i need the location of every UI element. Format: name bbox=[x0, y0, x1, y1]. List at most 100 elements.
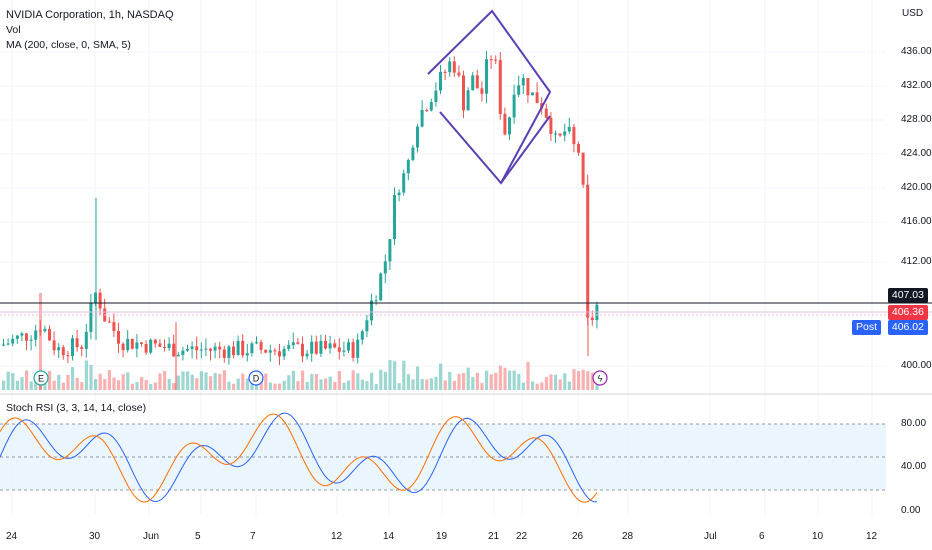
volume-bar bbox=[434, 376, 438, 390]
last-price-tag: 407.03 bbox=[887, 288, 928, 303]
split-marker-label: ϟ bbox=[598, 374, 603, 384]
candle-body bbox=[140, 342, 143, 344]
volume-bar bbox=[360, 379, 364, 390]
volume-bar bbox=[140, 377, 144, 390]
candle-body bbox=[457, 72, 461, 76]
volume-bar bbox=[34, 380, 38, 390]
candle-body bbox=[172, 343, 176, 357]
rsi-tick-label: 0.00 bbox=[901, 505, 921, 516]
candle-body bbox=[6, 343, 10, 345]
price-tick-label: 400.00 bbox=[901, 360, 932, 371]
volume-bar bbox=[314, 374, 318, 390]
candle-body bbox=[199, 349, 203, 351]
candle-body bbox=[291, 342, 295, 346]
ma-legend[interactable]: MA (200, close, 0, SMA, 5) bbox=[6, 39, 131, 51]
time-tick-label: 7 bbox=[250, 531, 256, 542]
dividend-marker[interactable] bbox=[248, 370, 264, 386]
candle-body bbox=[572, 126, 576, 145]
candle-body bbox=[287, 345, 291, 349]
volume-bar bbox=[462, 373, 466, 390]
candle-body bbox=[531, 92, 534, 96]
candle-body bbox=[301, 343, 304, 357]
candle-body bbox=[388, 239, 392, 262]
candle-body bbox=[71, 338, 74, 357]
volume-bar bbox=[282, 380, 286, 390]
candle-body bbox=[250, 343, 254, 354]
volume-bar bbox=[512, 370, 516, 390]
candle-body bbox=[245, 353, 249, 356]
volume-bar bbox=[287, 375, 291, 390]
volume-bar bbox=[296, 381, 300, 390]
candle-body bbox=[365, 320, 369, 332]
volume-bar bbox=[540, 382, 544, 390]
candle-body bbox=[328, 343, 332, 349]
candle-body bbox=[130, 338, 134, 349]
candle-body bbox=[475, 75, 479, 89]
candle-body bbox=[264, 349, 268, 353]
candle-body bbox=[89, 302, 93, 332]
volume-bar bbox=[172, 383, 176, 390]
time-tick-label: 30 bbox=[89, 531, 101, 542]
candle-body bbox=[135, 342, 139, 349]
time-tick-label: 6 bbox=[759, 531, 765, 542]
volume-bar bbox=[489, 374, 493, 390]
volume-bar bbox=[429, 378, 433, 390]
volume-bar bbox=[291, 370, 295, 390]
candle-body bbox=[259, 342, 263, 350]
candle-body bbox=[213, 346, 217, 351]
candle-body bbox=[117, 331, 120, 344]
candle-body bbox=[544, 108, 548, 118]
candle-body bbox=[25, 333, 28, 341]
stoch-rsi-legend[interactable]: Stoch RSI (3, 3, 14, 14, close) bbox=[6, 402, 147, 414]
candle-body bbox=[209, 348, 212, 351]
candle-body bbox=[411, 147, 415, 161]
volume-bar bbox=[273, 383, 277, 390]
volume-bar bbox=[425, 379, 429, 390]
candle-body bbox=[342, 350, 346, 352]
price-tick-label: 436.00 bbox=[901, 46, 932, 57]
volume-spike bbox=[39, 293, 42, 390]
time-tick-label: 12 bbox=[331, 531, 343, 542]
volume-bar bbox=[213, 373, 217, 390]
candle-body bbox=[57, 347, 61, 351]
candle-body bbox=[558, 133, 562, 136]
volume-bar bbox=[319, 379, 323, 390]
candle-body bbox=[126, 338, 130, 351]
rsi-tick-label: 80.00 bbox=[901, 418, 927, 429]
volume-bar bbox=[6, 371, 10, 390]
stoch-k-line bbox=[0, 412, 598, 503]
candle-body bbox=[222, 349, 226, 358]
candle-body bbox=[149, 339, 153, 353]
candle-body bbox=[29, 339, 33, 341]
volume-bar bbox=[439, 363, 443, 390]
volume-bar bbox=[554, 374, 558, 390]
volume-legend[interactable]: Vol bbox=[6, 24, 21, 36]
candle-body bbox=[434, 90, 438, 103]
volume-bar bbox=[406, 374, 410, 390]
earnings-marker[interactable] bbox=[33, 370, 49, 386]
volume-bar bbox=[236, 378, 240, 390]
volume-bar bbox=[535, 383, 539, 390]
candle-body bbox=[186, 348, 189, 351]
candle-body bbox=[567, 126, 571, 132]
volume-bar bbox=[475, 372, 479, 390]
candle-body bbox=[176, 354, 180, 357]
volume-bar bbox=[351, 370, 355, 390]
candle-body bbox=[420, 109, 424, 127]
volume-bar bbox=[393, 361, 397, 390]
candle-body bbox=[305, 353, 309, 357]
volume-bar bbox=[452, 380, 456, 390]
candle-body bbox=[379, 273, 383, 301]
candle-body bbox=[590, 317, 594, 321]
symbol-legend[interactable]: NVIDIA Corporation, 1h, NASDAQ bbox=[6, 9, 174, 21]
candle-body bbox=[190, 346, 194, 349]
volume-bar bbox=[153, 382, 157, 390]
volume-bar bbox=[508, 370, 512, 390]
candle-body bbox=[485, 59, 488, 94]
candle-body bbox=[503, 113, 507, 135]
split-marker[interactable] bbox=[592, 370, 608, 386]
candle-body bbox=[356, 339, 360, 358]
volume-bar bbox=[52, 380, 56, 390]
candle-body bbox=[508, 117, 511, 135]
